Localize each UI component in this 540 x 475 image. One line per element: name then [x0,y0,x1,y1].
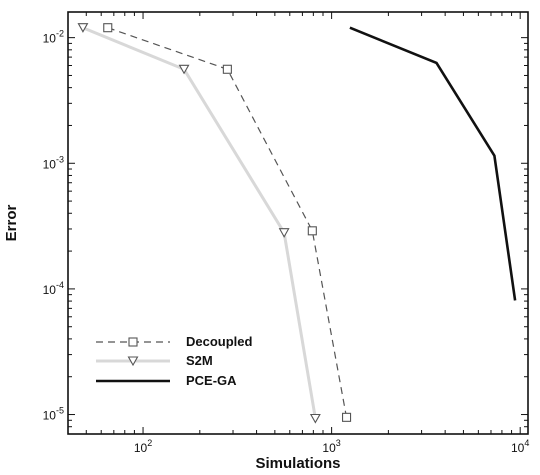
legend-marker-s2m [127,356,139,367]
y-tick-label: 10-4 [43,280,64,297]
series-line-s2m [82,26,317,419]
legend-label-decoupled: Decoupled [186,334,253,349]
data-point-s2m [278,228,290,238]
legend-item-decoupled: Decoupled [96,334,253,349]
data-point-s2m [178,64,190,75]
x-tick-label: 103 [322,438,340,455]
legend-label-s2m: S2M [186,353,213,368]
data-point-decoupled [103,23,113,33]
legend-item-s2m: S2M [96,353,213,368]
axis-ticks: 102 103 104 10-2 10-3 10-4 10-5 [43,12,529,455]
legend-marker-decoupled [128,337,138,347]
y-tick-label: 10-3 [43,154,64,171]
data-point-decoupled [307,226,317,236]
series-line-pce-ga [349,26,517,301]
series-line-decoupled [107,27,348,418]
data-point-decoupled [222,64,232,74]
x-axis-title: Simulations [255,455,340,472]
y-tick-label: 10-2 [43,29,64,46]
data-point-s2m [77,23,89,33]
legend-label-pce-ga: PCE-GA [186,373,237,388]
y-axis-title: Error [3,205,20,242]
x-tick-label: 102 [134,438,152,455]
x-tick-label: 104 [511,438,529,455]
legend: Decoupled S2M PCE-GA [96,334,253,388]
legend-item-pce-ga: PCE-GA [96,373,237,388]
y-tick-label: 10-5 [43,406,64,423]
plot-frame [67,11,529,435]
plot-series [77,23,517,424]
data-point-decoupled [341,412,352,422]
data-point-s2m [309,413,321,424]
